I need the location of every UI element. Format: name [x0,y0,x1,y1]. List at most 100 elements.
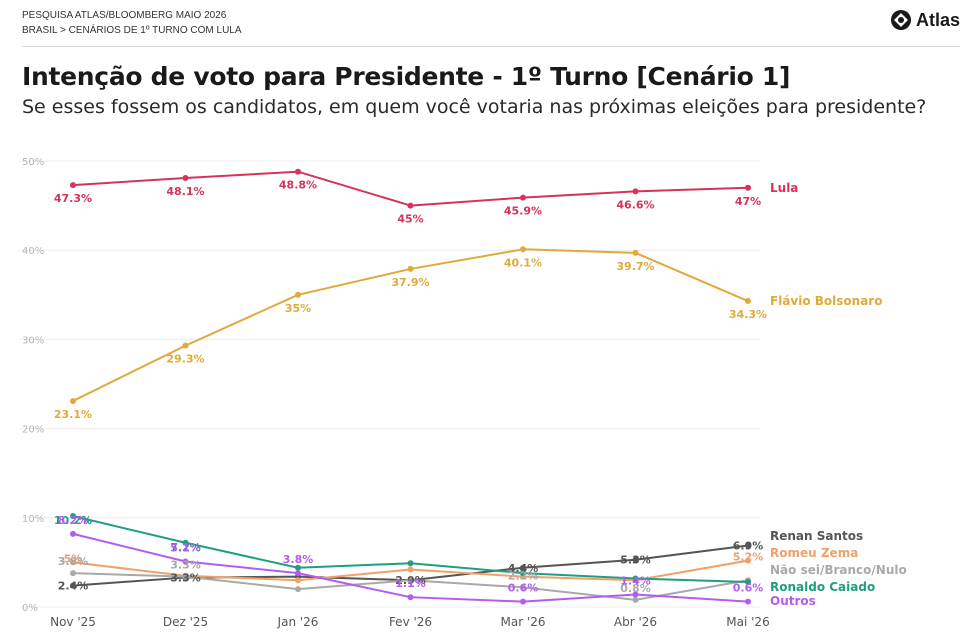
data-label-lula: 47% [735,195,761,208]
data-point-outros [182,558,189,565]
data-point-renan-santos [745,542,751,549]
y-tick-label: 10% [22,514,44,525]
data-point-romeu-zema [295,577,301,584]
x-tick-label: Jan '26 [277,615,319,629]
data-point-lula [182,174,189,181]
brand-logo[interactable]: Atlas [890,6,960,34]
data-label-ronaldo-caiado: 7.2% [170,541,201,554]
data-label-lula: 45% [397,213,423,226]
y-tick-label: 40% [22,246,44,257]
data-label-flavio-bolsonaro: 29.3% [166,353,204,366]
data-label-outros: 3.8% [283,553,314,566]
legend-label-lula: Lula [770,181,798,195]
x-tick-label: Nov '25 [50,615,96,629]
data-point-flavio-bolsonaro [182,342,189,349]
data-label-renan-santos: 6.9% [733,539,764,552]
atlas-logo-icon [890,10,911,30]
data-point-ronaldo-caiado [295,564,301,571]
data-point-nao-sei-branco-nulo [70,570,76,577]
data-label-flavio-bolsonaro: 34.3% [729,308,767,321]
x-tick-label: Dez '25 [163,615,208,629]
legend-label-flavio-bolsonaro: Flávio Bolsonaro [770,294,882,308]
legend-label-romeu-zema: Romeu Zema [770,546,858,560]
data-label-flavio-bolsonaro: 37.9% [391,276,429,289]
data-point-outros [745,598,751,605]
data-label-outros: 0.6% [733,582,764,595]
chart-data-labels: 47.3% 48.1% 48.8% 45% 45.9% 46.6% 47% 23.1% 29.3… [54,179,767,595]
brand-name: Atlas [915,9,960,30]
data-point-flavio-bolsonaro [407,265,414,272]
chart-legend: Lula Flávio Bolsonaro Renan Santos Romeu Ze… [770,181,907,608]
data-point-nao-sei-branco-nulo [182,573,189,580]
data-label-outros: 0.6% [508,582,539,595]
chart-grid: 0% 10% 20% 30% 40% 50% [20,157,760,614]
data-point-flavio-bolsonaro [70,397,76,404]
data-label-ronaldo-caiado: 10.2% [54,514,92,527]
data-label-flavio-bolsonaro: 39.7% [616,260,654,273]
data-label-outros: 8.2% [58,514,89,527]
page-title: Intenção de voto para Presidente - 1º Tu… [22,62,791,91]
data-point-nao-sei-branco-nulo [407,577,414,584]
data-point-flavio-bolsonaro [520,246,526,253]
data-point-ronaldo-caiado [745,579,751,586]
data-label-renan-santos: 3.3% [170,572,201,585]
header-divider [22,46,960,47]
data-point-nao-sei-branco-nulo [632,596,639,603]
data-label-outros: 1.4% [620,575,651,588]
data-point-romeu-zema [745,557,751,564]
data-label-romeu-zema: 5.2% [733,551,764,564]
data-point-ronaldo-caiado [70,513,76,520]
x-tick-label: Mar '26 [500,615,545,629]
data-point-flavio-bolsonaro [745,298,751,305]
x-tick-label: Abr '26 [614,615,657,629]
data-point-renan-santos [70,582,76,589]
data-point-ronaldo-caiado [407,560,414,567]
data-point-outros [632,591,639,598]
chart-lines [72,170,749,603]
data-point-ronaldo-caiado [632,575,639,582]
chart-x-axis: Nov '25 Dez '25 Jan '26 Fev '26 Mar '26 Abr '… [50,615,770,629]
data-label-lula: 45.9% [504,205,542,218]
data-label-lula: 48.1% [166,185,204,198]
data-point-romeu-zema [407,566,414,573]
chart-points [70,168,751,605]
data-label-flavio-bolsonaro: 40.1% [504,256,542,269]
legend-label-nao-sei-branco-nulo: Não sei/Branco/Nulo [770,563,907,577]
data-label-outros: 1.1% [395,577,426,590]
y-tick-label: 30% [22,335,44,346]
data-point-outros [520,598,526,605]
data-label-romeu-zema: 5% [64,552,83,565]
data-label-lula: 48.8% [279,179,317,192]
y-tick-label: 0% [22,603,38,614]
data-label-flavio-bolsonaro: 23.1% [54,408,92,421]
report-header: PESQUISA ATLAS/BLOOMBERG MAIO 2026 BRASI… [22,8,242,38]
data-point-flavio-bolsonaro [295,291,301,298]
data-label-nao-sei-branco-nulo: 0.8% [620,582,651,595]
legend-label-ronaldo-caiado: Ronaldo Caiado [770,580,875,594]
data-point-outros [295,570,301,577]
data-point-outros [70,530,76,537]
data-point-nao-sei-branco-nulo [520,584,526,591]
data-label-renan-santos: 2.4% [58,580,89,593]
source-line: PESQUISA ATLAS/BLOOMBERG MAIO 2026 [22,10,227,21]
data-label-lula: 47.3% [54,192,92,205]
data-label-nao-sei-branco-nulo: 2.2% [508,569,539,582]
page-subtitle: Se esses fossem os candidatos, em quem v… [22,96,927,118]
data-point-outros [407,594,414,601]
data-point-lula [632,188,639,195]
data-label-renan-santos: 5.3% [620,554,651,567]
legend-label-renan-santos: Renan Santos [770,529,863,543]
data-point-ronaldo-caiado [182,539,189,546]
data-point-nao-sei-branco-nulo [295,586,301,593]
data-label-renan-santos: 4.4% [508,562,539,575]
y-tick-label: 20% [22,425,44,436]
x-tick-label: Fev '26 [389,615,432,629]
y-tick-label: 50% [22,157,44,168]
data-label-lula: 46.6% [616,198,654,211]
data-point-romeu-zema [70,559,76,566]
x-tick-label: Mai '26 [726,615,769,629]
data-point-lula [745,184,751,191]
breadcrumb: BRASIL > CENÁRIOS DE 1º TURNO COM LULA [22,25,242,36]
data-label-nao-sei-branco-nulo: 3.3% [170,559,201,572]
